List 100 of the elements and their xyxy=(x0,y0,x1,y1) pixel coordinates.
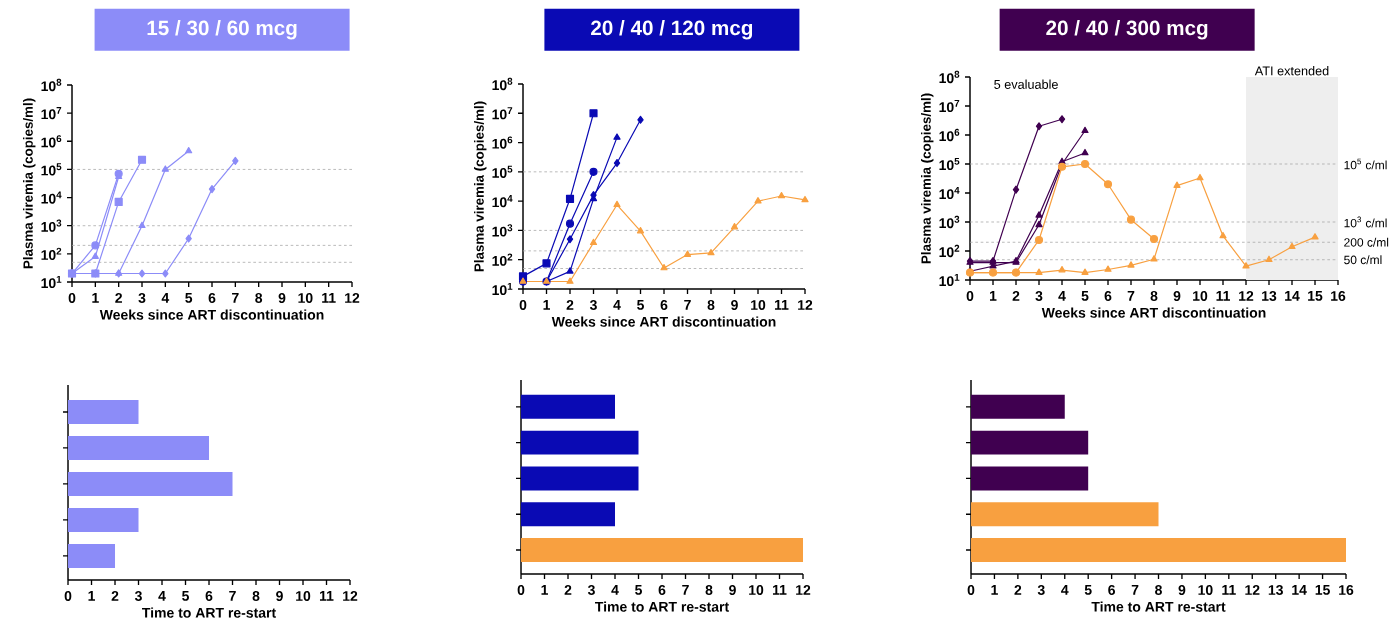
x-tick-label: 12 xyxy=(796,585,811,595)
x-tick-label: 7 xyxy=(232,293,239,303)
x-tick-label: 8 xyxy=(255,293,263,303)
y-tick-label: 10$^{6}$ xyxy=(492,136,513,149)
y-tick-label: 10$^{5}$ xyxy=(492,165,513,178)
y-tick-label: 10$^{7}$ xyxy=(939,99,960,113)
x-tick-label: 10 xyxy=(296,591,311,601)
y-tick-label: 10$^{6}$ xyxy=(41,135,62,148)
x-tick-label: 7 xyxy=(1131,585,1139,595)
x-tick-label: 6 xyxy=(208,293,216,303)
x-tick-label: 5 xyxy=(182,591,189,601)
y-axis-title: Plasma viremia (copies/ml) xyxy=(921,93,934,264)
x-tick-label: 8 xyxy=(1150,291,1158,301)
x-tick-label: 7 xyxy=(1127,291,1135,301)
x-tick-label: 2 xyxy=(566,300,574,310)
y-axis-title: Plasma viremia (copies/ml) xyxy=(474,101,487,272)
x-tick-label: 12 xyxy=(1239,291,1254,301)
x-tick-label: 3 xyxy=(587,585,595,595)
x-tick-label: 8 xyxy=(1155,585,1162,595)
x-tick-label: 5 xyxy=(1081,291,1089,301)
y-tick-label: 10$^{3}$ xyxy=(41,219,62,232)
x-tick-label: 11 xyxy=(1216,291,1230,301)
x-tick-label: 3 xyxy=(589,300,597,310)
ref-line-label: 200 c/ml xyxy=(1344,237,1389,247)
x-tick-label: 5 xyxy=(185,293,193,303)
x-tick-label: 13 xyxy=(1268,585,1283,595)
y-tick-label: 10$^{3}$ xyxy=(492,224,513,237)
x-tick-label: 3 xyxy=(138,293,146,303)
x-tick-label: 9 xyxy=(1178,585,1186,595)
x-tick-label: 5 xyxy=(637,300,644,310)
x-tick-label: 7 xyxy=(229,591,236,601)
x-tick-label: 0 xyxy=(517,585,525,595)
x-tick-label: 10 xyxy=(1198,585,1213,595)
x-tick-label: 9 xyxy=(731,300,738,310)
chart-title: 20 / 40 / 120 mcg xyxy=(591,20,753,40)
x-tick-label: 12 xyxy=(343,591,358,601)
x-tick-label: 9 xyxy=(729,585,736,595)
x-tick-label: 7 xyxy=(684,300,691,310)
x-tick-label: 4 xyxy=(161,293,170,303)
x-tick-label: 14 xyxy=(1292,585,1307,595)
x-tick-label: 7 xyxy=(682,585,689,595)
x-tick-label: 11 xyxy=(322,293,336,303)
y-tick-label: 10$^{8}$ xyxy=(939,70,960,84)
y-tick-label: 10$^{5}$ xyxy=(41,163,62,176)
x-tick-label: 15 xyxy=(1308,291,1323,301)
x-tick-label: 1 xyxy=(541,585,548,595)
x-tick-label: 6 xyxy=(660,300,668,310)
y-axis-title: Plasma viremia (copies/ml) xyxy=(23,98,36,269)
x-tick-label: 6 xyxy=(205,591,213,601)
x-tick-label: 2 xyxy=(111,591,119,601)
x-tick-label: 1 xyxy=(88,591,95,601)
x-tick-label: 2 xyxy=(564,585,572,595)
x-tick-label: 2 xyxy=(1012,291,1020,301)
x-tick-label: 14 xyxy=(1285,291,1300,301)
x-tick-label: 6 xyxy=(1108,585,1116,595)
x-tick-label: 10 xyxy=(749,585,764,595)
x-tick-label: 15 xyxy=(1315,585,1330,595)
y-tick-label: 10$^{1}$ xyxy=(939,273,960,287)
x-tick-label: 1 xyxy=(92,293,99,303)
x-tick-label: 12 xyxy=(345,293,360,303)
chart-title: 20 / 40 / 300 mcg xyxy=(1046,20,1208,40)
x-tick-label: 4 xyxy=(1061,585,1069,595)
x-tick-label: 8 xyxy=(705,585,713,595)
ref-line-label: 50 c/ml xyxy=(1344,255,1382,265)
x-tick-label: 10 xyxy=(1193,291,1208,301)
x-tick-label: 11 xyxy=(1222,585,1236,595)
x-tick-label: 9 xyxy=(276,591,283,601)
y-tick-label: 10$^{1}$ xyxy=(41,275,62,289)
x-tick-label: 6 xyxy=(658,585,666,595)
y-tick-label: 10$^{2}$ xyxy=(41,247,62,260)
y-tick-label: 10$^{4}$ xyxy=(492,195,513,208)
x-axis-title: Time to ART re-start xyxy=(595,601,729,612)
y-tick-label: 10$^{2}$ xyxy=(939,244,960,258)
x-tick-label: 12 xyxy=(798,300,813,310)
x-tick-label: 4 xyxy=(1058,291,1066,301)
x-tick-label: 4 xyxy=(158,591,166,601)
x-axis-title: Weeks since ART discontinuation xyxy=(99,309,324,320)
band-label: ATI extended xyxy=(1254,66,1329,76)
x-tick-label: 1 xyxy=(989,291,997,301)
ref-line-label: 10$^{3}$ c/ml xyxy=(1344,216,1387,228)
x-tick-label: 10 xyxy=(298,293,313,303)
x-tick-label: 4 xyxy=(611,585,619,595)
x-tick-label: 0 xyxy=(966,291,974,301)
annotation: 5 evaluable xyxy=(994,79,1058,89)
y-tick-label: 10$^{2}$ xyxy=(492,253,513,266)
x-tick-label: 8 xyxy=(252,591,260,601)
x-axis-title: Time to ART re-start xyxy=(1091,601,1226,612)
x-axis-title: Weeks since ART discontinuation xyxy=(1041,307,1266,318)
x-tick-label: 0 xyxy=(519,300,527,310)
y-tick-label: 10$^{3}$ xyxy=(939,215,960,229)
y-tick-label: 10$^{7}$ xyxy=(41,107,62,120)
x-tick-label: 0 xyxy=(64,591,72,601)
x-tick-label: 8 xyxy=(707,300,715,310)
y-tick-label: 10$^{4}$ xyxy=(41,191,62,204)
x-axis-title: Weeks since ART discontinuation xyxy=(551,316,776,327)
x-tick-label: 9 xyxy=(278,293,286,303)
ref-line-label: 10$^{5}$ c/ml xyxy=(1344,158,1387,170)
x-tick-label: 9 xyxy=(1173,291,1181,301)
y-tick-label: 10$^{6}$ xyxy=(939,128,960,142)
x-tick-label: 13 xyxy=(1262,291,1277,301)
